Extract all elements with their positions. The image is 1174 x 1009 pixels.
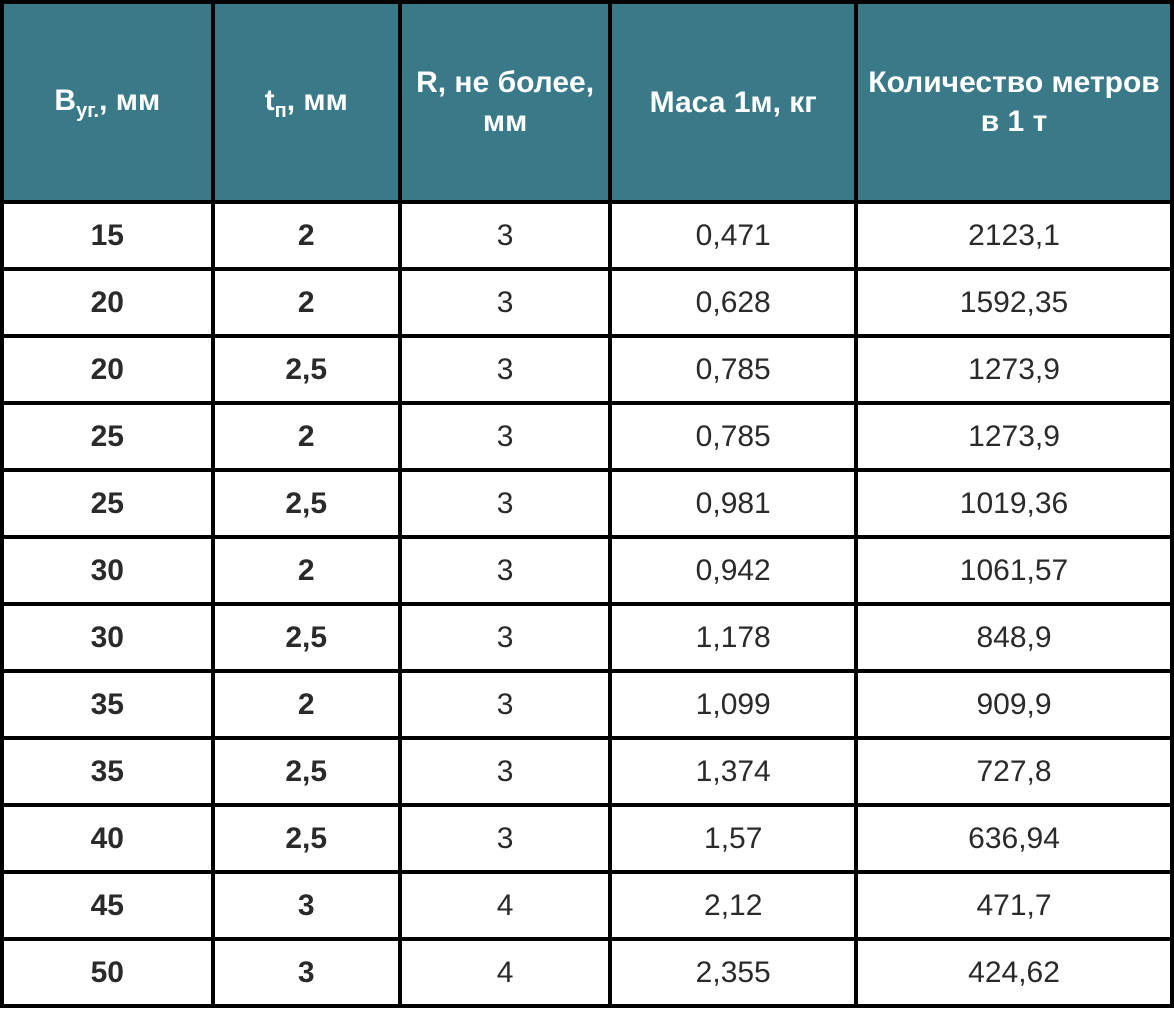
table-cell: 0,471 bbox=[610, 202, 856, 269]
table-cell: 3 bbox=[213, 939, 400, 1006]
table-cell: 2 bbox=[213, 537, 400, 604]
table-cell: 0,981 bbox=[610, 470, 856, 537]
table-cell: 40 bbox=[2, 805, 213, 872]
table-cell: 0,785 bbox=[610, 403, 856, 470]
table-cell: 1061,57 bbox=[856, 537, 1172, 604]
table-cell: 3 bbox=[400, 336, 611, 403]
table-cell: 35 bbox=[2, 671, 213, 738]
table-cell: 2,355 bbox=[610, 939, 856, 1006]
table-cell: 1,099 bbox=[610, 671, 856, 738]
table-cell: 848,9 bbox=[856, 604, 1172, 671]
table-cell: 45 bbox=[2, 872, 213, 939]
table-cell: 30 bbox=[2, 604, 213, 671]
table-cell: 909,9 bbox=[856, 671, 1172, 738]
table-cell: 50 bbox=[2, 939, 213, 1006]
table-cell: 4 bbox=[400, 872, 611, 939]
data-table: Bуг., ммtп, ммR, не более, ммМаса 1м, кг… bbox=[0, 0, 1174, 1008]
column-header-2: R, не более, мм bbox=[400, 2, 611, 202]
table-cell: 3 bbox=[400, 805, 611, 872]
table-cell: 15 bbox=[2, 202, 213, 269]
table-cell: 2,12 bbox=[610, 872, 856, 939]
table-cell: 636,94 bbox=[856, 805, 1172, 872]
header-row: Bуг., ммtп, ммR, не более, ммМаса 1м, кг… bbox=[2, 2, 1172, 202]
table-cell: 20 bbox=[2, 269, 213, 336]
table-cell: 3 bbox=[400, 738, 611, 805]
table-cell: 3 bbox=[400, 403, 611, 470]
table-cell: 1019,36 bbox=[856, 470, 1172, 537]
table-cell: 2,5 bbox=[213, 805, 400, 872]
table-cell: 1,57 bbox=[610, 805, 856, 872]
table-cell: 25 bbox=[2, 470, 213, 537]
table-cell: 2,5 bbox=[213, 738, 400, 805]
table-cell: 1,374 bbox=[610, 738, 856, 805]
table-cell: 35 bbox=[2, 738, 213, 805]
table-row: 402,531,57636,94 bbox=[2, 805, 1172, 872]
table-cell: 2 bbox=[213, 403, 400, 470]
table-cell: 0,942 bbox=[610, 537, 856, 604]
table-cell: 3 bbox=[400, 269, 611, 336]
table-row: 30230,9421061,57 bbox=[2, 537, 1172, 604]
table-row: 15230,4712123,1 bbox=[2, 202, 1172, 269]
table-cell: 3 bbox=[400, 671, 611, 738]
table-cell: 2 bbox=[213, 202, 400, 269]
table-row: 35231,099909,9 bbox=[2, 671, 1172, 738]
table-cell: 424,62 bbox=[856, 939, 1172, 1006]
table-row: 20230,6281592,35 bbox=[2, 269, 1172, 336]
table-row: 302,531,178848,9 bbox=[2, 604, 1172, 671]
table-cell: 3 bbox=[400, 470, 611, 537]
table-cell: 1,178 bbox=[610, 604, 856, 671]
table-cell: 2123,1 bbox=[856, 202, 1172, 269]
column-header-3: Маса 1м, кг bbox=[610, 2, 856, 202]
table-cell: 1592,35 bbox=[856, 269, 1172, 336]
table-row: 252,530,9811019,36 bbox=[2, 470, 1172, 537]
table-cell: 3 bbox=[400, 202, 611, 269]
table-header: Bуг., ммtп, ммR, не более, ммМаса 1м, кг… bbox=[2, 2, 1172, 202]
table-row: 352,531,374727,8 bbox=[2, 738, 1172, 805]
column-header-4: Количество метров в 1 т bbox=[856, 2, 1172, 202]
table-cell: 30 bbox=[2, 537, 213, 604]
table-cell: 3 bbox=[400, 537, 611, 604]
column-header-1: tп, мм bbox=[213, 2, 400, 202]
table-cell: 2 bbox=[213, 671, 400, 738]
table-cell: 4 bbox=[400, 939, 611, 1006]
table-cell: 3 bbox=[400, 604, 611, 671]
table-cell: 2,5 bbox=[213, 470, 400, 537]
table-row: 25230,7851273,9 bbox=[2, 403, 1172, 470]
table-row: 202,530,7851273,9 bbox=[2, 336, 1172, 403]
table-cell: 1273,9 bbox=[856, 336, 1172, 403]
column-header-0: Bуг., мм bbox=[2, 2, 213, 202]
table-cell: 0,628 bbox=[610, 269, 856, 336]
table-cell: 3 bbox=[213, 872, 400, 939]
table-row: 50342,355424,62 bbox=[2, 939, 1172, 1006]
table-row: 45342,12471,7 bbox=[2, 872, 1172, 939]
table-cell: 1273,9 bbox=[856, 403, 1172, 470]
table-cell: 20 bbox=[2, 336, 213, 403]
table-cell: 2,5 bbox=[213, 336, 400, 403]
table-cell: 727,8 bbox=[856, 738, 1172, 805]
table-cell: 2 bbox=[213, 269, 400, 336]
table-cell: 25 bbox=[2, 403, 213, 470]
table-cell: 2,5 bbox=[213, 604, 400, 671]
table-body: 15230,4712123,120230,6281592,35202,530,7… bbox=[2, 202, 1172, 1006]
table-cell: 471,7 bbox=[856, 872, 1172, 939]
table-cell: 0,785 bbox=[610, 336, 856, 403]
